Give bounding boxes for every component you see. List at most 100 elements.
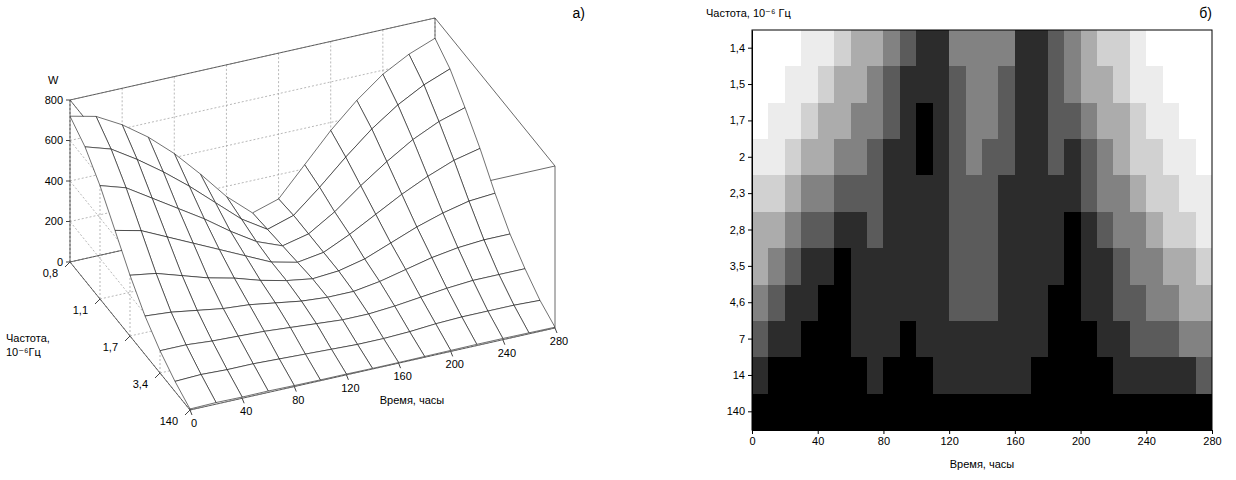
heat-cell — [1015, 285, 1032, 322]
tick-label: 800 — [45, 94, 63, 106]
heat-cell — [916, 139, 933, 176]
heat-cell — [900, 30, 917, 67]
tick: 160 — [1006, 430, 1024, 447]
heat-cell — [949, 175, 966, 212]
heat-cell — [1163, 248, 1180, 285]
grid — [70, 18, 555, 410]
heat-cell — [1031, 394, 1048, 430]
heat-cell — [916, 103, 933, 140]
tick: 2 — [739, 151, 752, 163]
tick-label: 2,8 — [730, 224, 745, 236]
heat-cell — [834, 321, 851, 358]
tick-label: 600 — [45, 134, 63, 146]
heat-cell — [1179, 66, 1196, 103]
heat-cell — [1113, 212, 1130, 249]
heat-cell — [867, 212, 884, 249]
heat-cell — [1196, 394, 1212, 430]
heat-cell — [867, 321, 884, 358]
heat-cell — [1179, 321, 1196, 358]
tick-label: 80 — [878, 435, 890, 447]
heat-cell — [1113, 175, 1130, 212]
heat-cell — [1163, 66, 1180, 103]
heat-cell — [916, 321, 933, 358]
surface-cell — [145, 312, 186, 351]
heat-cell — [1146, 175, 1163, 212]
heat-cell — [1097, 66, 1114, 103]
heat-cell — [1113, 103, 1130, 140]
heat-cell — [1163, 285, 1180, 322]
heat-cell — [1064, 285, 1081, 322]
heat-cell — [933, 175, 950, 212]
heat-cell — [1097, 248, 1114, 285]
grid-line — [278, 53, 279, 215]
tick-mark — [748, 120, 752, 121]
heat-cell — [1179, 394, 1196, 430]
heat-cell — [1081, 285, 1098, 322]
heat-cell — [851, 66, 868, 103]
heat-cell — [1031, 175, 1048, 212]
heat-cell — [1015, 66, 1032, 103]
heat-cell — [1179, 357, 1196, 394]
heat-cell — [752, 175, 769, 212]
heat-cell — [768, 66, 785, 103]
heat-cell — [1130, 394, 1147, 430]
heat-cell — [883, 321, 900, 358]
heat-cell — [867, 175, 884, 212]
tick-mark — [748, 84, 752, 85]
heat-cell — [966, 103, 983, 140]
heat-cell — [998, 357, 1015, 394]
heat-cell — [1031, 357, 1048, 394]
heat-cell — [949, 103, 966, 140]
tick-mark — [949, 430, 950, 434]
tick-label: 14 — [733, 369, 745, 381]
heat-cell — [851, 394, 868, 430]
heat-cell — [982, 321, 999, 358]
heat-cell — [982, 285, 999, 322]
heat-cell — [966, 248, 983, 285]
heat-cell — [916, 394, 933, 430]
heat-cell — [851, 248, 868, 285]
heat-cell — [1015, 248, 1032, 285]
heat-cell — [1130, 139, 1147, 176]
heat-cell — [752, 248, 769, 285]
heat-cell — [1031, 285, 1048, 322]
heat-cell — [801, 212, 818, 249]
tick-mark — [748, 339, 752, 340]
tick-mark — [748, 230, 752, 231]
heat-cell — [1163, 394, 1180, 430]
heat-cell — [818, 394, 835, 430]
heat-cell — [867, 357, 884, 394]
heat-cell — [1179, 175, 1196, 212]
tick: 1,7 — [730, 114, 752, 126]
heat-cell — [834, 139, 851, 176]
heat-cell — [1048, 321, 1065, 358]
tick-mark — [346, 375, 348, 380]
axes: 02004006008000,81,11,73,4140040801201602… — [43, 94, 568, 429]
heat-cell — [834, 285, 851, 322]
heat-cell — [768, 321, 785, 358]
tick-label: 40 — [240, 405, 252, 417]
heat-cell — [1064, 212, 1081, 249]
heat-cell — [949, 30, 966, 67]
heat-cell — [933, 321, 950, 358]
heat-cell — [933, 212, 950, 249]
heat-cell — [801, 394, 818, 430]
heat-cell — [818, 357, 835, 394]
tick-mark — [883, 430, 884, 434]
heat-cell — [834, 394, 851, 430]
heat-cell — [801, 103, 818, 140]
heat-cell — [785, 103, 802, 140]
heat-cell — [933, 66, 950, 103]
heat-cell — [916, 175, 933, 212]
figure: 02004006008000,81,11,73,4140040801201602… — [0, 0, 1236, 480]
tick-mark — [185, 410, 190, 415]
heat-cell — [867, 66, 884, 103]
heat-cell — [752, 394, 769, 430]
axis-line — [752, 31, 753, 431]
heat-cell — [834, 66, 851, 103]
tick-mark — [125, 336, 130, 341]
tick: 120 — [940, 430, 958, 447]
surface-cell — [100, 186, 141, 231]
tick-label: 280 — [550, 335, 568, 347]
tick-label: 0 — [749, 435, 755, 447]
